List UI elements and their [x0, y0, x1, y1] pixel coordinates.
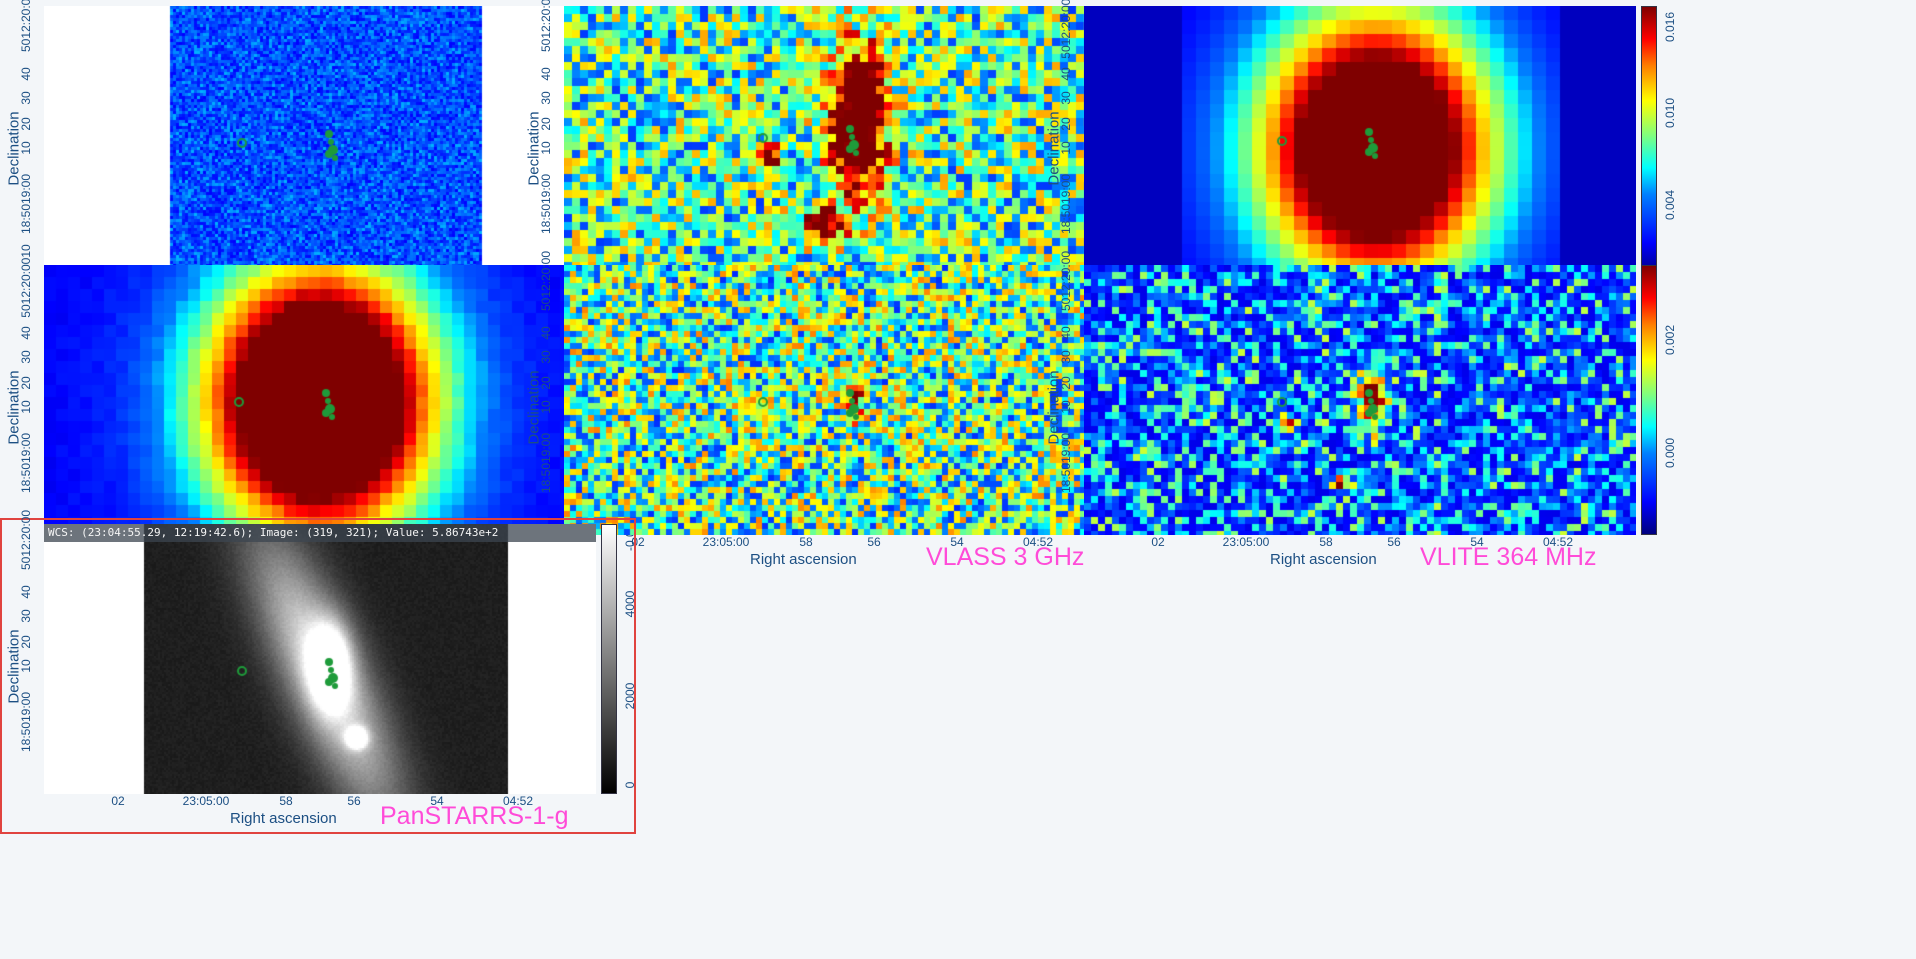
dec-tick-label: 10: [19, 400, 33, 414]
window-resize-handle[interactable]: [1908, 0, 1916, 959]
ra-tick-label: 56: [867, 535, 881, 549]
survey-title: PanSTARRS-1-g: [380, 802, 569, 830]
survey-title: VLASS 3 GHz: [926, 543, 1085, 571]
ra-tick-label: 02: [111, 794, 125, 808]
dec-tick-label: 40: [539, 326, 553, 340]
dec-tick-label: 10: [19, 141, 33, 155]
dec-tick-label: 18:5019:00: [19, 691, 33, 753]
ra-tick-label: 58: [1319, 535, 1333, 549]
x-axis-label: Right ascension: [750, 551, 857, 568]
colorbar-ticks: 0.016 0.010 0.004: [1658, 6, 1680, 276]
dec-tick-label: 10: [539, 400, 553, 414]
ra-tick-label: 56: [347, 794, 361, 808]
dec-tick-label: 30: [19, 91, 33, 105]
dec-tick-label: 18:5019:00: [19, 173, 33, 235]
ra-tick-label: 02: [1151, 535, 1165, 549]
dec-tick-label: 40: [1059, 67, 1073, 81]
ra-tick-label: 23:05:00: [702, 535, 750, 549]
dec-tick-label: 5012:20:00: [1059, 250, 1073, 312]
colorbar-tick-label: 0.000: [1663, 438, 1677, 469]
colorbar-tick-label: 0.010: [1663, 98, 1677, 129]
colorbar-ticks: 0.002 0.000: [1658, 265, 1680, 535]
colorbar-tick-label: 0.004: [1663, 189, 1677, 221]
cutout-image-vlite[interactable]: [1084, 265, 1636, 535]
dec-tick-label: 40: [19, 326, 33, 340]
dec-tick-label: 30: [19, 609, 33, 623]
cutout-image-panstarrs[interactable]: [44, 524, 596, 794]
colorbar-tick-label: 0: [623, 781, 637, 789]
dec-tick-label: 40: [539, 67, 553, 81]
dec-tick-label: 20: [19, 117, 33, 131]
ra-tick-label: 54: [950, 535, 964, 549]
colorbar: [1641, 265, 1657, 535]
survey-title: VLITE 364 MHz: [1420, 543, 1597, 571]
colorbar-ticks: 4000 2000 0: [618, 524, 640, 794]
cutout-image-bass[interactable]: [44, 6, 596, 276]
dec-tick-label: 40: [19, 585, 33, 599]
dec-tick-label: 20: [1059, 117, 1073, 131]
dec-tick-label: 18:5019:00: [539, 432, 553, 494]
dec-tick-label: 30: [539, 91, 553, 105]
x-axis-label: Right ascension: [230, 810, 337, 827]
colorbar-tick-label: 0.002: [1663, 324, 1677, 355]
colorbar: [601, 524, 617, 794]
dec-tick-label: 18:5019:00: [1059, 432, 1073, 494]
dec-tick-label: 30: [1059, 91, 1073, 105]
ra-tick-label: 58: [279, 794, 293, 808]
ra-tick-label: 04:52: [1542, 535, 1574, 549]
dec-tick-label: 18:5019:00: [19, 432, 33, 494]
dec-tick-label: 30: [19, 350, 33, 364]
dec-tick-label: 30: [1059, 350, 1073, 364]
dec-tick-label: 20: [1059, 376, 1073, 390]
dec-tick-label: 5012:20:0010: [19, 244, 33, 318]
dec-tick-label: 30: [539, 350, 553, 364]
cutout-image-first[interactable]: [564, 6, 1116, 276]
dec-tick-label: 5012:20:00: [19, 509, 33, 571]
colorbar-tick-label: 2000: [623, 682, 637, 710]
ra-tick-label: 02: [631, 535, 645, 549]
dec-tick-label: 10: [1059, 141, 1073, 155]
ra-tick-label: 04:52: [1022, 535, 1054, 549]
ra-tick-label: 23:05:00: [1222, 535, 1270, 549]
panel-vlass[interactable]: 0.0002-0.0001Declination5012:20:00403020…: [520, 251, 1158, 575]
cutout-image-racs[interactable]: [44, 265, 596, 535]
ra-tick-label: 54: [1470, 535, 1484, 549]
panel-racs[interactable]: 0.0070.003-0.001Declination5012:20:00104…: [0, 244, 638, 575]
panel-vlite[interactable]: 0.002 0.000 Declination 5012:20:00 40 30 20 10 1…: [1040, 251, 1678, 575]
panel-panstarrs[interactable]: WCS: (23:04:55.29, 12:19:42.6); Image: (…: [0, 510, 637, 834]
dec-tick-label: 20: [539, 376, 553, 390]
dec-tick-label: 10: [1059, 400, 1073, 414]
dec-tick-label: 40: [19, 67, 33, 81]
dec-tick-label: 5012:20:0010: [1059, 0, 1073, 59]
dec-tick-label: 18:5019:00: [539, 173, 553, 235]
cutout-image-nvss[interactable]: [1084, 6, 1636, 276]
ra-tick-label: 23:05:00: [182, 794, 230, 808]
dec-tick-label: 20: [539, 117, 553, 131]
panel-first[interactable]: 0.0002-0.0001-0.0004Declination5012:20:0…: [520, 0, 1158, 316]
dec-tick-label: 5012:20:00: [19, 0, 33, 53]
dec-tick-label: 18:5019:00: [1059, 173, 1073, 235]
dec-tick-label: 10: [539, 141, 553, 155]
colorbar-tick-label: 4000: [623, 590, 637, 618]
dec-tick-label: 20: [19, 376, 33, 390]
colorbar: [1641, 6, 1657, 276]
dec-tick-label: 5012:20:00: [539, 250, 553, 312]
ra-tick-label: 04:52: [502, 794, 534, 808]
ra-tick-label: 54: [430, 794, 444, 808]
dec-tick-label: 5012:20:00: [539, 0, 553, 53]
x-axis-label: Right ascension: [1270, 551, 1377, 568]
dec-tick-label: 10: [19, 659, 33, 673]
dec-tick-label: 40: [1059, 326, 1073, 340]
ra-tick-label: 58: [799, 535, 813, 549]
wcs-readout: WCS: (23:04:55.29, 12:19:42.6); Image: (…: [44, 524, 596, 542]
colorbar-tick-label: 0.016: [1663, 11, 1677, 42]
cutout-image-vlass[interactable]: [564, 265, 1116, 535]
panel-nvss[interactable]: 0.016 0.010 0.004 Declination 5012:20:0010 40…: [1040, 0, 1678, 316]
ra-tick-label: 56: [1387, 535, 1401, 549]
dec-tick-label: 20: [19, 635, 33, 649]
